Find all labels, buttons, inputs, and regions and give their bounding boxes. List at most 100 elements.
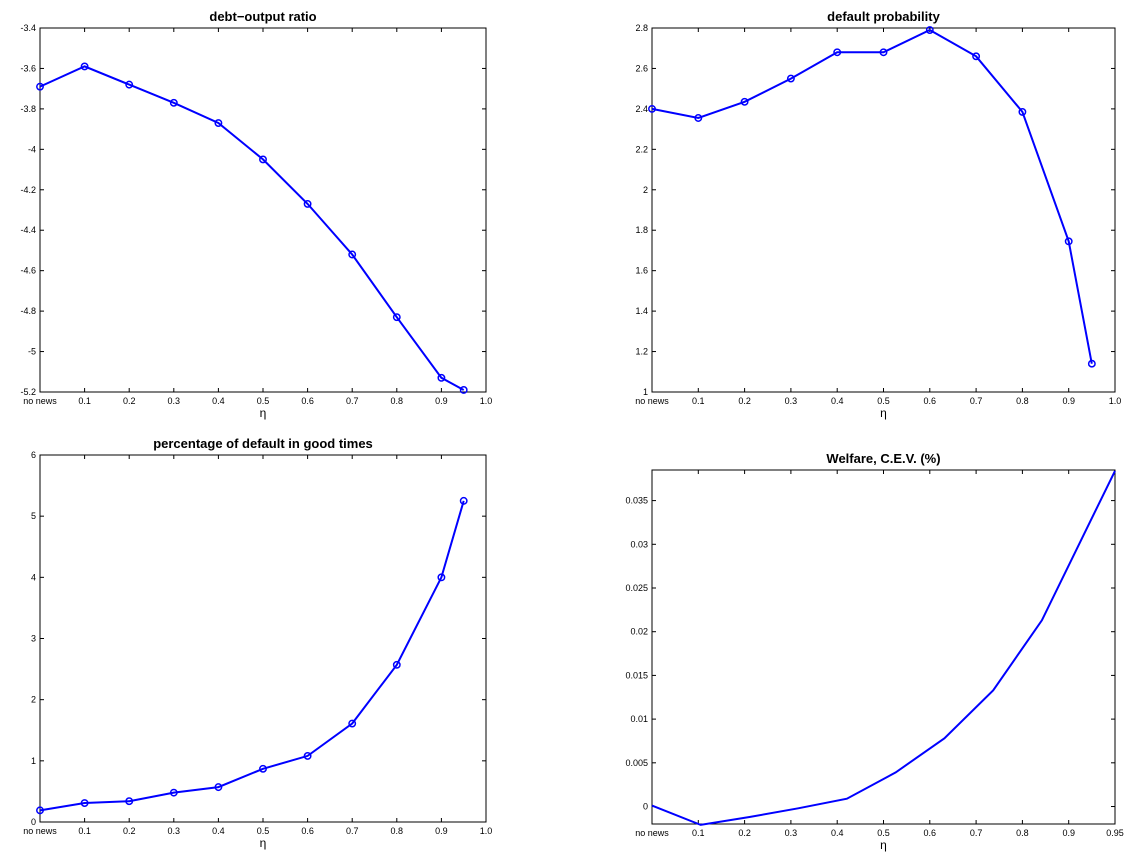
data-point xyxy=(259,155,267,164)
data-point xyxy=(259,764,267,773)
data-point xyxy=(459,386,468,394)
x-tick-label: 1.0 xyxy=(480,826,493,836)
chart-title: Welfare, C.E.V. (%) xyxy=(826,451,940,466)
y-tick-label: 1.6 xyxy=(635,266,648,276)
x-tick-label: 0.3 xyxy=(785,396,798,406)
x-tick-label: 0.7 xyxy=(970,396,983,406)
y-tick-label: 2.8 xyxy=(635,23,648,33)
data-point xyxy=(36,806,44,815)
data-point xyxy=(214,783,223,792)
data-point xyxy=(392,313,401,322)
x-tick-label: 0.2 xyxy=(123,826,136,836)
x-tick-label: 0.4 xyxy=(212,826,225,836)
x-tick-label: 0.4 xyxy=(212,396,225,406)
data-point xyxy=(879,48,888,57)
y-tick-label: -4.8 xyxy=(20,306,36,316)
data-point xyxy=(36,82,44,91)
x-tick-label: no news xyxy=(23,396,57,406)
x-tick-label: 0.6 xyxy=(301,396,314,406)
chart-title: percentage of default in good times xyxy=(153,436,373,451)
x-tick-label: 0.5 xyxy=(877,396,890,406)
data-point xyxy=(833,48,842,57)
data-point xyxy=(437,373,446,382)
x-axis-label: η xyxy=(880,406,887,420)
chart-panel-3: no news 0.1 0.2 0.3 0.4 0.5 0.6 0.7 0.8 0.9 1.0 0 1 2… xyxy=(23,436,492,850)
y-tick-label: 3 xyxy=(31,634,36,644)
data-point xyxy=(125,797,134,806)
x-tick-label: 0.2 xyxy=(123,396,136,406)
x-tick-label: 0.8 xyxy=(1016,828,1029,838)
y-tick-label: 0.015 xyxy=(625,670,648,680)
x-tick-label: no news xyxy=(23,826,57,836)
chart-panel-2: no news 0.1 0.2 0.3 0.4 0.5 0.6 0.7 0.8 0.9 1.0 1 1.… xyxy=(635,9,1121,420)
chart-panel-4: no news 0.1 0.2 0.3 0.4 0.5 0.6 0.7 0.8 0.9 0.95 0 0… xyxy=(625,451,1123,852)
x-tick-label: 0.9 xyxy=(1062,828,1075,838)
x-tick-label: 0.1 xyxy=(78,396,91,406)
y-tick-label: 1.2 xyxy=(635,347,648,357)
y-tick-label: -4.2 xyxy=(20,185,36,195)
x-tick-label: 0.95 xyxy=(1106,828,1124,838)
y-tick-label: -5 xyxy=(28,347,36,357)
data-point xyxy=(459,496,468,505)
y-tick-label: -4 xyxy=(28,144,36,154)
data-point xyxy=(1018,107,1027,116)
x-tick-label: 0.9 xyxy=(435,396,448,406)
x-tick-label: 0.6 xyxy=(924,828,937,838)
x-tick-label: 0.1 xyxy=(692,396,705,406)
data-point xyxy=(1087,359,1096,368)
data-point xyxy=(169,98,178,107)
y-tick-label: -4.4 xyxy=(20,225,36,235)
x-axis-label: η xyxy=(260,836,267,850)
x-tick-label: 0.5 xyxy=(257,396,270,406)
y-tick-label: 0.01 xyxy=(630,714,648,724)
data-point xyxy=(786,74,795,83)
x-tick-label: 0.8 xyxy=(391,396,404,406)
x-axis-label: η xyxy=(260,406,267,420)
data-point xyxy=(303,751,312,760)
data-point xyxy=(437,573,446,582)
data-point xyxy=(392,660,401,669)
data-point xyxy=(348,250,357,259)
data-point xyxy=(80,62,89,71)
series-line xyxy=(651,470,1116,826)
x-tick-label: 0.3 xyxy=(785,828,798,838)
x-tick-label: 0.7 xyxy=(970,828,983,838)
chart-title: debt−output ratio xyxy=(209,9,316,24)
series-line xyxy=(39,65,465,391)
data-point xyxy=(169,788,178,797)
y-tick-label: 0 xyxy=(643,802,648,812)
chart-panel-1: no news 0.1 0.2 0.3 0.4 0.5 0.6 0.7 0.8 0.9 1.0 -5.… xyxy=(20,9,492,420)
x-tick-label: 0.5 xyxy=(877,828,890,838)
data-point xyxy=(125,80,134,89)
data-point xyxy=(1064,237,1073,246)
x-tick-label: 0.5 xyxy=(257,826,270,836)
data-point xyxy=(80,799,89,807)
y-tick-label: 4 xyxy=(31,572,36,582)
y-tick-label: 5 xyxy=(31,511,36,521)
x-tick-label: 0.4 xyxy=(831,828,844,838)
data-point xyxy=(214,119,223,127)
x-tick-label: 0.7 xyxy=(346,396,359,406)
y-tick-label: 0.035 xyxy=(625,496,648,506)
data-point xyxy=(972,52,981,61)
y-tick-label: 2.6 xyxy=(635,63,648,73)
x-tick-label: 0.9 xyxy=(1062,396,1075,406)
y-tick-label: -3.8 xyxy=(20,104,36,114)
data-point xyxy=(925,26,934,34)
y-tick-label: 0.005 xyxy=(625,758,648,768)
y-tick-label: 1 xyxy=(643,387,648,397)
x-tick-label: 0.6 xyxy=(301,826,314,836)
x-tick-label: 0.3 xyxy=(168,396,181,406)
y-tick-label: 2 xyxy=(643,185,648,195)
y-tick-label: 0.02 xyxy=(630,627,648,637)
y-tick-label: 2.2 xyxy=(635,144,648,154)
series-line xyxy=(39,500,465,812)
chart-title: default probability xyxy=(827,9,940,24)
x-tick-label: 0.1 xyxy=(78,826,91,836)
x-tick-label: 1.0 xyxy=(480,396,493,406)
y-tick-label: 6 xyxy=(31,450,36,460)
y-tick-label: 2 xyxy=(31,695,36,705)
y-tick-label: 1.8 xyxy=(635,225,648,235)
x-tick-label: 0.8 xyxy=(1016,396,1029,406)
